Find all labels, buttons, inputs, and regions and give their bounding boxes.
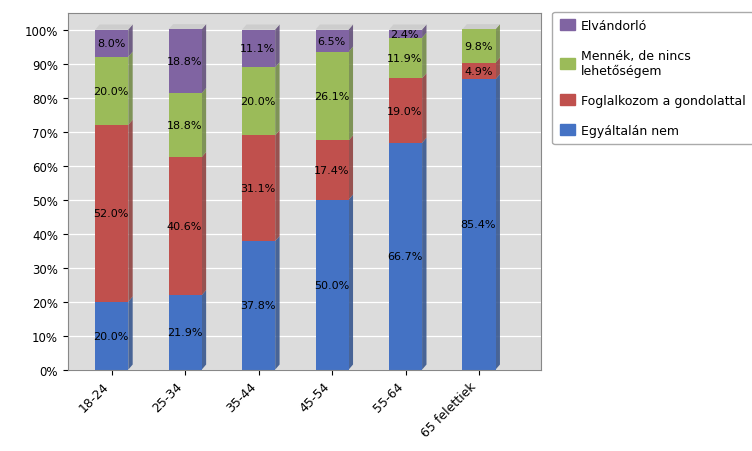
Text: 26.1%: 26.1% [314,92,349,102]
Bar [168,295,202,370]
Legend: Elvándorló, , Mennék, de nincs
lehetőségem, , Foglalkozom a gondolattal, , Egyál: Elvándorló, , Mennék, de nincs lehetőség… [553,13,752,145]
Bar [96,302,129,370]
Polygon shape [129,120,132,302]
Text: 18.8%: 18.8% [167,121,202,131]
Text: 20.0%: 20.0% [240,97,275,107]
Polygon shape [422,25,426,39]
Polygon shape [349,25,353,53]
Text: 11.1%: 11.1% [241,44,275,54]
Polygon shape [129,297,132,370]
Bar [316,31,349,53]
Text: 19.0%: 19.0% [387,106,423,116]
Polygon shape [275,131,280,242]
Polygon shape [96,25,132,31]
Polygon shape [202,152,206,295]
Bar [462,80,496,370]
Polygon shape [462,25,500,30]
Polygon shape [422,74,426,143]
Bar [168,30,202,94]
Polygon shape [129,25,132,58]
Bar [168,158,202,295]
Text: 11.9%: 11.9% [387,54,423,64]
Polygon shape [496,75,500,370]
Text: 37.8%: 37.8% [240,301,276,311]
Bar [389,31,422,39]
Polygon shape [202,290,206,370]
Text: 20.0%: 20.0% [93,331,129,341]
Bar [462,64,496,80]
Text: 9.8%: 9.8% [464,42,493,52]
Polygon shape [316,25,353,31]
Polygon shape [242,25,280,31]
Text: 2.4%: 2.4% [390,30,419,40]
Bar [96,31,129,58]
Bar [316,141,349,200]
Polygon shape [168,25,206,30]
Text: 40.6%: 40.6% [167,221,202,232]
Text: 4.9%: 4.9% [464,67,493,77]
Polygon shape [422,33,426,79]
Text: 21.9%: 21.9% [167,328,202,338]
Polygon shape [496,58,500,80]
Bar [242,242,275,370]
Text: 85.4%: 85.4% [460,220,496,230]
Text: 8.0%: 8.0% [97,39,125,49]
Bar [242,136,275,242]
Polygon shape [202,25,206,94]
Text: 18.8%: 18.8% [167,57,202,67]
Bar [242,31,275,68]
Bar [462,30,496,64]
Bar [316,200,349,370]
Polygon shape [349,47,353,141]
Bar [96,125,129,302]
Polygon shape [275,25,280,68]
Polygon shape [275,236,280,370]
Polygon shape [389,25,426,31]
Bar [168,94,202,158]
Polygon shape [129,53,132,125]
Text: 66.7%: 66.7% [387,252,423,262]
Text: 20.0%: 20.0% [93,87,129,97]
Text: 50.0%: 50.0% [314,280,349,290]
Bar [242,68,275,136]
Polygon shape [496,25,500,64]
Polygon shape [202,89,206,158]
Text: 52.0%: 52.0% [93,209,129,219]
Bar [389,143,422,370]
Bar [389,39,422,79]
Polygon shape [275,63,280,136]
Text: 31.1%: 31.1% [241,184,275,194]
Text: 17.4%: 17.4% [314,166,349,175]
Text: 6.5%: 6.5% [317,37,345,46]
Bar [316,53,349,141]
Bar [96,58,129,125]
Polygon shape [422,138,426,370]
Polygon shape [349,136,353,200]
Polygon shape [349,195,353,370]
Bar [389,79,422,143]
